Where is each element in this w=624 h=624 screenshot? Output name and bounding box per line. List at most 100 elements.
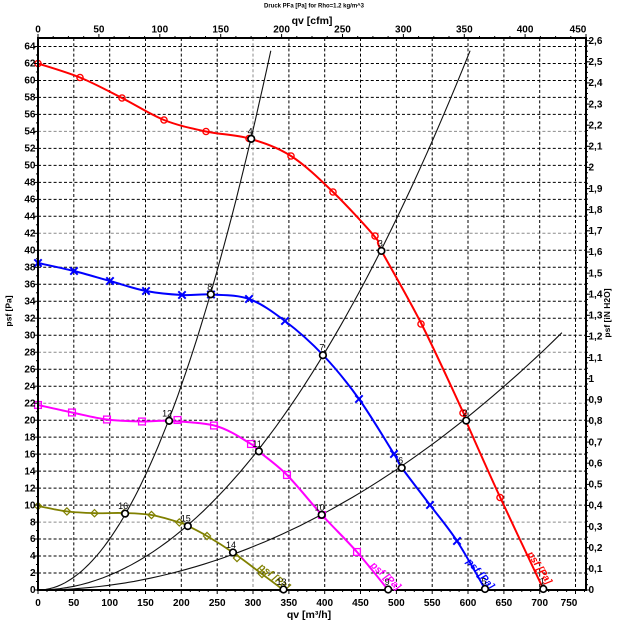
svg-text:200: 200 xyxy=(273,25,290,36)
svg-text:30: 30 xyxy=(24,330,36,341)
svg-text:18: 18 xyxy=(24,432,36,443)
svg-text:2: 2 xyxy=(30,568,36,579)
svg-text:1,4: 1,4 xyxy=(589,289,603,300)
svg-text:3: 3 xyxy=(378,238,383,248)
svg-text:450: 450 xyxy=(570,25,587,36)
svg-text:16: 16 xyxy=(118,501,128,511)
svg-text:1: 1 xyxy=(540,577,545,587)
svg-text:10: 10 xyxy=(315,502,325,512)
svg-text:psf [Pa]: psf [Pa] xyxy=(4,295,14,326)
svg-text:400: 400 xyxy=(316,598,333,609)
svg-text:150: 150 xyxy=(212,25,229,36)
svg-text:0,7: 0,7 xyxy=(589,437,603,448)
svg-text:60: 60 xyxy=(24,76,36,87)
svg-text:100: 100 xyxy=(101,598,118,609)
svg-text:50: 50 xyxy=(93,25,105,36)
svg-text:2,6: 2,6 xyxy=(589,36,603,47)
svg-text:250: 250 xyxy=(334,25,351,36)
svg-text:6: 6 xyxy=(398,455,403,465)
svg-text:1: 1 xyxy=(589,374,595,385)
svg-text:0,8: 0,8 xyxy=(589,416,603,427)
svg-text:48: 48 xyxy=(24,178,36,189)
svg-text:0,1: 0,1 xyxy=(589,564,603,575)
svg-text:8: 8 xyxy=(207,282,212,292)
svg-text:6: 6 xyxy=(30,534,36,545)
svg-text:250: 250 xyxy=(209,598,226,609)
svg-text:28: 28 xyxy=(24,347,36,358)
svg-text:34: 34 xyxy=(24,297,36,308)
svg-text:12: 12 xyxy=(24,483,36,494)
svg-text:8: 8 xyxy=(30,517,36,528)
svg-text:600: 600 xyxy=(460,598,477,609)
svg-text:14: 14 xyxy=(24,466,36,477)
svg-text:13: 13 xyxy=(276,577,286,587)
svg-text:38: 38 xyxy=(24,263,36,274)
svg-text:4: 4 xyxy=(30,551,36,562)
svg-text:1,8: 1,8 xyxy=(589,205,603,216)
svg-text:0: 0 xyxy=(30,585,36,596)
svg-text:2,2: 2,2 xyxy=(589,120,603,131)
svg-text:400: 400 xyxy=(517,25,534,36)
svg-text:1,5: 1,5 xyxy=(589,268,603,279)
svg-text:62: 62 xyxy=(24,59,36,70)
svg-text:100: 100 xyxy=(151,25,168,36)
svg-text:0,3: 0,3 xyxy=(589,522,603,533)
svg-text:550: 550 xyxy=(424,598,441,609)
svg-text:qv [m³/h]: qv [m³/h] xyxy=(287,609,331,621)
svg-text:350: 350 xyxy=(456,25,473,36)
svg-text:0: 0 xyxy=(35,25,41,36)
svg-text:2: 2 xyxy=(589,163,595,174)
svg-text:0,9: 0,9 xyxy=(589,395,603,406)
svg-text:2,4: 2,4 xyxy=(589,78,603,89)
svg-text:22: 22 xyxy=(24,398,36,409)
svg-text:11: 11 xyxy=(253,439,262,449)
svg-text:300: 300 xyxy=(395,25,412,36)
svg-text:36: 36 xyxy=(24,280,36,291)
svg-text:26: 26 xyxy=(24,364,36,375)
svg-text:500: 500 xyxy=(388,598,405,609)
svg-text:9: 9 xyxy=(385,577,390,587)
svg-text:0,6: 0,6 xyxy=(589,458,603,469)
svg-text:46: 46 xyxy=(24,195,36,206)
svg-text:40: 40 xyxy=(24,246,36,257)
svg-text:54: 54 xyxy=(24,127,36,138)
svg-text:64: 64 xyxy=(24,42,36,53)
svg-text:24: 24 xyxy=(24,381,36,392)
svg-text:5: 5 xyxy=(481,577,486,587)
svg-text:52: 52 xyxy=(24,144,36,155)
svg-text:15: 15 xyxy=(181,514,191,524)
svg-text:50: 50 xyxy=(24,161,36,172)
svg-text:psf [iN H2O]: psf [iN H2O] xyxy=(602,288,612,337)
svg-text:300: 300 xyxy=(245,598,262,609)
svg-text:0,2: 0,2 xyxy=(589,543,603,554)
svg-text:1,7: 1,7 xyxy=(589,226,603,237)
svg-text:20: 20 xyxy=(24,415,36,426)
svg-text:1,2: 1,2 xyxy=(589,332,603,343)
svg-text:Druck PFa [Pa] for Rho=1.2 kg/: Druck PFa [Pa] for Rho=1.2 kg/m^3 xyxy=(264,4,365,10)
svg-text:50: 50 xyxy=(68,598,80,609)
svg-text:12: 12 xyxy=(162,408,172,418)
svg-text:0: 0 xyxy=(589,585,595,596)
svg-text:200: 200 xyxy=(173,598,190,609)
svg-text:1,3: 1,3 xyxy=(589,311,603,322)
svg-text:2,5: 2,5 xyxy=(589,57,603,68)
svg-text:42: 42 xyxy=(24,229,36,240)
svg-text:56: 56 xyxy=(24,110,36,121)
svg-text:0,4: 0,4 xyxy=(589,501,603,512)
svg-text:0,5: 0,5 xyxy=(589,480,603,491)
svg-text:0: 0 xyxy=(35,598,41,609)
svg-text:32: 32 xyxy=(24,313,36,324)
svg-text:44: 44 xyxy=(24,212,36,223)
svg-text:2,1: 2,1 xyxy=(589,142,603,153)
svg-text:2,3: 2,3 xyxy=(589,99,603,110)
svg-text:2: 2 xyxy=(463,408,468,418)
svg-text:4: 4 xyxy=(248,126,253,136)
svg-text:1,9: 1,9 xyxy=(589,184,603,195)
svg-text:150: 150 xyxy=(137,598,154,609)
svg-text:1,6: 1,6 xyxy=(589,247,603,258)
svg-text:750: 750 xyxy=(561,598,578,609)
svg-text:700: 700 xyxy=(531,598,548,609)
svg-text:10: 10 xyxy=(24,500,36,511)
svg-text:650: 650 xyxy=(496,598,513,609)
svg-text:16: 16 xyxy=(24,449,36,460)
